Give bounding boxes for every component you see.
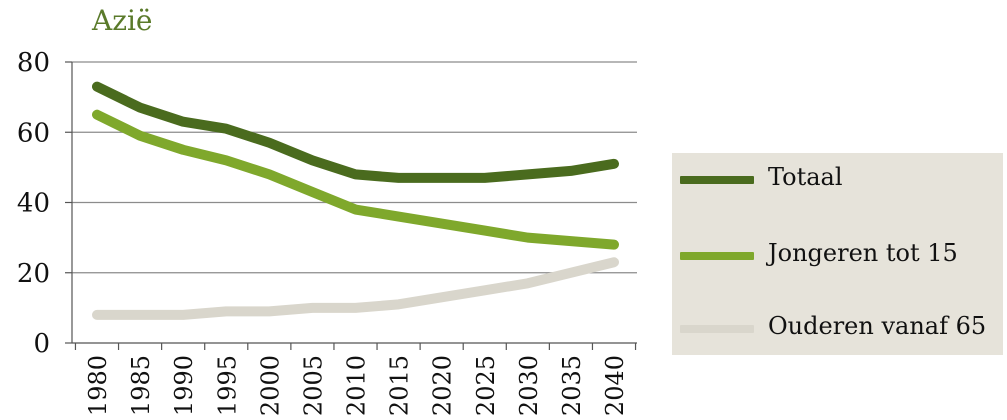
legend-swatch-ouderen <box>680 325 754 333</box>
x-tick-labels: 1980 1985 1990 1995 2000 2005 2010 2015 2020 2025… <box>84 355 629 416</box>
axes <box>65 61 637 350</box>
gridlines <box>72 61 637 274</box>
x-tick-label-1990: 1990 <box>170 355 198 416</box>
x-tick-label-2040: 2040 <box>601 355 629 416</box>
y-tick-label-80: 80 <box>17 48 50 78</box>
x-tick-label-2030: 2030 <box>515 355 543 416</box>
legend-label-totaal: Totaal <box>768 163 843 191</box>
x-tick-label-2010: 2010 <box>343 355 371 416</box>
legend-label-ouderen: Ouderen vanaf 65 <box>768 312 987 340</box>
y-tick-labels: 0 20 40 60 80 <box>17 48 50 359</box>
x-tick-label-2015: 2015 <box>386 355 414 416</box>
y-tick-label-60: 60 <box>17 118 50 148</box>
x-tick-label-2005: 2005 <box>299 355 327 416</box>
legend-swatch-jongeren <box>680 252 754 260</box>
legend-swatch-totaal <box>680 176 754 184</box>
x-tick-label-1985: 1985 <box>127 355 155 416</box>
series-line-2 <box>92 109 619 250</box>
series-line-3 <box>92 257 619 320</box>
legend-label-jongeren: Jongeren tot 15 <box>768 239 958 267</box>
y-tick-label-0: 0 <box>33 329 50 359</box>
x-tick-label-2000: 2000 <box>256 355 284 416</box>
legend-item-jongeren: Jongeren tot 15 <box>672 235 1003 275</box>
legend: Totaal Jongeren tot 15 Ouderen vanaf 65 <box>672 153 1003 355</box>
x-tick-label-2025: 2025 <box>472 355 500 416</box>
legend-item-ouderen: Ouderen vanaf 65 <box>672 308 1003 348</box>
series-lines <box>92 81 619 320</box>
x-tick-label-2020: 2020 <box>429 355 457 416</box>
legend-item-totaal: Totaal <box>672 159 1003 199</box>
x-tick-label-1980: 1980 <box>84 355 112 416</box>
x-tick-label-1995: 1995 <box>213 355 241 416</box>
chart-title: Azië <box>92 4 153 37</box>
x-tick-label-2035: 2035 <box>558 355 586 416</box>
series-line-1 <box>92 81 619 183</box>
y-tick-label-40: 40 <box>17 189 50 219</box>
y-tick-label-20: 20 <box>17 259 50 289</box>
